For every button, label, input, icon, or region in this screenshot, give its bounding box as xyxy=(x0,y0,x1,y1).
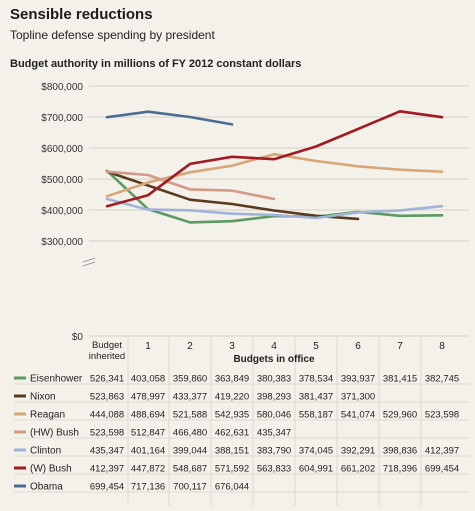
table-cell-value: 548,687 xyxy=(173,464,207,475)
table-cell-value: 393,937 xyxy=(341,374,375,385)
x-tick-label: 2 xyxy=(187,341,193,352)
axis-break-mark xyxy=(82,261,96,267)
table-cell-value: 382,745 xyxy=(425,374,459,385)
table-cell-value: 435,347 xyxy=(90,446,124,457)
table-cell-value: 541,074 xyxy=(341,410,375,421)
series-line-w-bush xyxy=(105,110,444,208)
table-cell-value: 558,187 xyxy=(299,410,333,421)
table-cell-value: 371,300 xyxy=(341,392,375,403)
legend-label: Obama xyxy=(30,482,63,493)
table-cell-value: 388,151 xyxy=(215,446,249,457)
legend-label: (W) Bush xyxy=(30,464,72,475)
table-cell-value: 604,991 xyxy=(299,464,333,475)
series-line-hw-bush xyxy=(105,170,276,201)
y-tick-label: $700,000 xyxy=(41,113,83,124)
series-line-obama xyxy=(105,110,234,126)
table-cell-value: 580,046 xyxy=(257,410,291,421)
chart-subtitle: Topline defense spending by president xyxy=(10,28,215,42)
legend-label: Eisenhower xyxy=(30,374,83,385)
legend-label: Clinton xyxy=(30,446,61,457)
table-cell-value: 359,860 xyxy=(173,374,207,385)
table-cell-value: 700,117 xyxy=(173,482,207,493)
table-cell-value: 419,220 xyxy=(215,392,249,403)
x-axis-title: Budgets in office xyxy=(233,354,315,365)
x-tick-label: 5 xyxy=(313,341,319,352)
table-cell-value: 447,872 xyxy=(131,464,165,475)
x-tick-label: 1 xyxy=(145,341,151,352)
table-cell-value: 466,480 xyxy=(173,428,207,439)
table-cell-value: 523,598 xyxy=(90,428,124,439)
table-cell-value: 571,592 xyxy=(215,464,249,475)
table-cell-value: 699,454 xyxy=(90,482,124,493)
table-cell-value: 523,863 xyxy=(90,392,124,403)
table-cell-value: 488,694 xyxy=(131,410,165,421)
axis-break-mark xyxy=(82,257,96,263)
table-cell-value: 718,396 xyxy=(383,464,417,475)
table-cell-value: 398,293 xyxy=(257,392,291,403)
table-cell-value: 398,836 xyxy=(383,446,417,457)
table-cell-value: 378,534 xyxy=(299,374,333,385)
x-tick-label: 7 xyxy=(397,341,403,352)
table-cell-value: 383,790 xyxy=(257,446,291,457)
y-tick-label: $800,000 xyxy=(41,82,83,93)
x-tick-label: 6 xyxy=(355,341,361,352)
x-tick-label: Budget xyxy=(92,340,122,351)
table-cell-value: 444,088 xyxy=(90,410,124,421)
table-cell-value: 392,291 xyxy=(341,446,375,457)
chart-title: Sensible reductions xyxy=(10,6,153,23)
table-cell-value: 699,454 xyxy=(425,464,459,475)
x-tick-label: inherited xyxy=(89,351,125,362)
y-tick-label: $600,000 xyxy=(41,144,83,155)
table-cell-value: 717,136 xyxy=(131,482,165,493)
series-line-nixon xyxy=(105,170,360,221)
x-tick-label: 8 xyxy=(439,341,445,352)
table-cell-value: 412,397 xyxy=(425,446,459,457)
table-cell-value: 563,833 xyxy=(257,464,291,475)
table-cell-value: 363,849 xyxy=(215,374,249,385)
table-cell-value: 412,397 xyxy=(90,464,124,475)
x-tick-label: 3 xyxy=(229,341,235,352)
table-cell-value: 512,847 xyxy=(131,428,165,439)
y-tick-label: $500,000 xyxy=(41,175,83,186)
table-cell-value: 462,631 xyxy=(215,428,249,439)
table-cell-value: 433,377 xyxy=(173,392,207,403)
x-tick-label: 4 xyxy=(271,341,277,352)
table-cell-value: 521,588 xyxy=(173,410,207,421)
table-cell-value: 478,997 xyxy=(131,392,165,403)
y-tick-label: $0 xyxy=(72,332,84,343)
y-tick-label: $300,000 xyxy=(41,237,83,248)
table-cell-value: 661,202 xyxy=(341,464,375,475)
y-tick-label: $400,000 xyxy=(41,206,83,217)
legend-label: Nixon xyxy=(30,392,56,403)
legend-label: Reagan xyxy=(30,410,65,421)
table-cell-value: 380,383 xyxy=(257,374,291,385)
table-cell-value: 526,341 xyxy=(90,374,124,385)
table-cell-value: 399,044 xyxy=(173,446,207,457)
table-cell-value: 403,058 xyxy=(131,374,165,385)
y-axis-title: Budget authority in millions of FY 2012 … xyxy=(10,58,302,70)
table-cell-value: 523,598 xyxy=(425,410,459,421)
table-cell-value: 401,164 xyxy=(131,446,165,457)
table-cell-value: 381,415 xyxy=(383,374,417,385)
legend-label: (HW) Bush xyxy=(30,428,79,439)
table-cell-value: 435,347 xyxy=(257,428,291,439)
table-cell-value: 381,437 xyxy=(299,392,333,403)
table-cell-value: 676,044 xyxy=(215,482,249,493)
table-cell-value: 529,960 xyxy=(383,410,417,421)
table-cell-value: 374,045 xyxy=(299,446,333,457)
table-cell-value: 542,935 xyxy=(215,410,249,421)
series-line-clinton xyxy=(105,197,444,220)
